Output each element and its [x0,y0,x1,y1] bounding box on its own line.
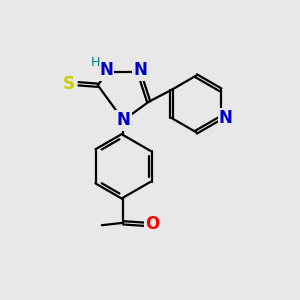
Text: N: N [134,61,147,80]
Text: S: S [63,75,75,93]
Text: H: H [90,56,100,69]
Text: O: O [145,215,159,233]
Text: N: N [99,61,113,80]
Text: N: N [219,109,233,127]
Text: N: N [116,111,130,129]
